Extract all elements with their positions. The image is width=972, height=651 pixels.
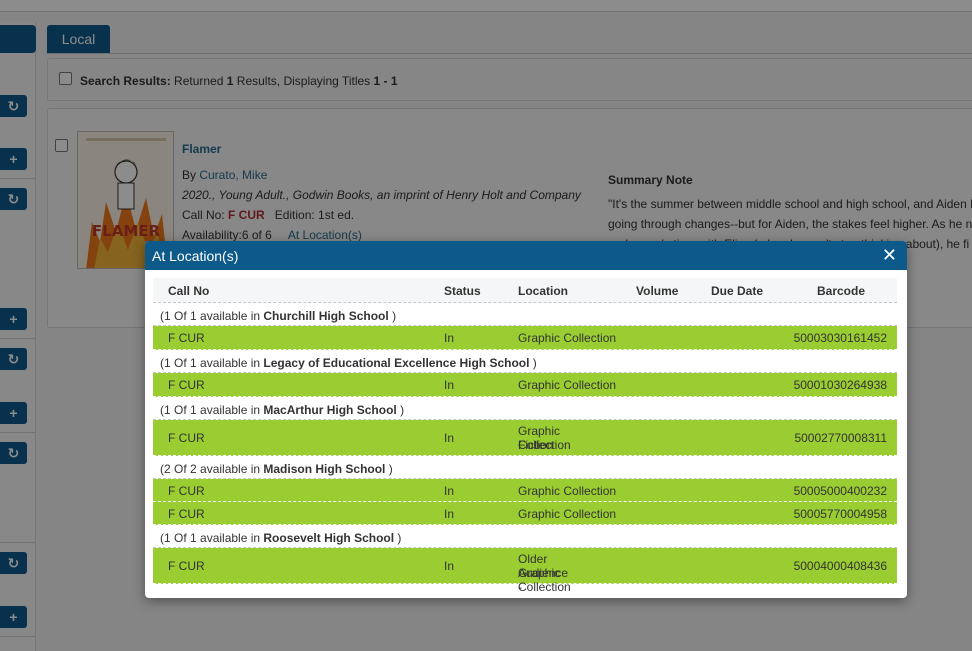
cover-title-text: FLAMER [92, 222, 161, 240]
plus-icon: + [9, 405, 18, 421]
location-group-header: (1 Of 1 available in MacArthur High Scho… [153, 397, 897, 420]
at-locations-modal: At Location(s) ✕ Call No Status Location… [145, 241, 907, 598]
modal-title: At Location(s) [152, 248, 239, 264]
location-group-header: (1 Of 1 available in Roosevelt High Scho… [153, 525, 897, 548]
table-row: F CUR In Graphic Collection 500057700049… [153, 502, 897, 525]
search-results-summary: Search Results: Returned 1 Results, Disp… [80, 74, 398, 88]
column-header-call-no: Call No [168, 284, 210, 298]
location-group-header: (1 Of 1 available in Legacy of Education… [153, 350, 897, 373]
location-group-header: (2 Of 2 available in Madison High School… [153, 456, 897, 479]
refresh-button[interactable]: ↻ [0, 552, 27, 574]
column-header-due-date: Due Date [711, 284, 764, 298]
location-group-header: (1 Of 1 available in Churchill High Scho… [153, 303, 897, 326]
add-button[interactable]: + [0, 402, 27, 424]
search-results-bar: Search Results: Returned 1 Results, Disp… [47, 58, 972, 101]
author-line: By Curato, Mike [182, 168, 268, 182]
plus-icon: + [9, 609, 18, 625]
left-panel: ↻ + ↻ + ↻ + ↻ ↻ + [0, 22, 36, 651]
plus-icon: + [9, 151, 18, 167]
refresh-icon: ↻ [7, 351, 20, 367]
table-row: F CUR In Graphic Fiction Collection 50002… [153, 420, 897, 456]
publication-line: 2020., Young Adult., Godwin Books, an im… [182, 188, 581, 202]
summary-label: Summary Note [608, 173, 693, 187]
record-checkbox[interactable] [55, 139, 68, 152]
select-all-checkbox[interactable] [59, 72, 72, 85]
side-divider [0, 542, 36, 543]
title-link[interactable]: Flamer [182, 142, 222, 156]
column-header-barcode: Barcode [817, 284, 866, 298]
edition: Edition: 1st ed. [274, 208, 355, 222]
refresh-icon: ↻ [7, 191, 20, 207]
top-bar [0, 0, 972, 12]
availability-line: Availability:6 of 6 At Location(s) [182, 228, 362, 242]
refresh-button[interactable]: ↻ [0, 442, 27, 464]
school-name: Churchill High School [263, 309, 389, 323]
tab-local[interactable]: Local [47, 25, 110, 54]
table-row: F CUR In Graphic Collection 500030301614… [153, 326, 897, 350]
call-number-line: Call No: F CUR Edition: 1st ed. [182, 208, 355, 222]
refresh-button[interactable]: ↻ [0, 95, 27, 117]
modal-header: At Location(s) ✕ [145, 241, 907, 270]
table-row: F CUR In Older Audience - Graphic Collect… [153, 548, 897, 594]
call-number: F CUR [228, 208, 265, 222]
add-button[interactable]: + [0, 148, 27, 170]
refresh-button[interactable]: ↻ [0, 348, 27, 370]
table-row: F CUR In Graphic Collection 500050004002… [153, 479, 897, 502]
school-name: Roosevelt High School [263, 531, 395, 545]
column-header-volume: Volume [636, 284, 679, 298]
holdings-table: Call No Status Location Volume Due Date … [153, 278, 897, 594]
school-name: Legacy of Educational Excellence High Sc… [263, 356, 530, 370]
column-header-status: Status [444, 284, 481, 298]
table-row: F CUR In Graphic Collection 500010302649… [153, 373, 897, 397]
refresh-button[interactable]: ↻ [0, 188, 27, 210]
add-button[interactable]: + [0, 606, 27, 628]
tab-divider [46, 53, 972, 54]
at-locations-link[interactable]: At Location(s) [287, 228, 362, 242]
add-button[interactable]: + [0, 308, 27, 330]
refresh-icon: ↻ [7, 555, 20, 571]
side-divider [0, 432, 36, 433]
refresh-icon: ↻ [7, 445, 20, 461]
plus-icon: + [9, 311, 18, 327]
refresh-icon: ↻ [7, 98, 20, 114]
side-divider [0, 636, 36, 637]
table-header: Call No Status Location Volume Due Date … [153, 278, 897, 303]
left-panel-tab[interactable] [0, 25, 36, 53]
availability-count: 6 of 6 [241, 228, 272, 242]
school-name: Madison High School [263, 462, 386, 476]
column-header-location: Location [518, 284, 568, 298]
author-link[interactable]: Curato, Mike [199, 168, 268, 182]
side-divider [0, 178, 36, 179]
close-icon[interactable]: ✕ [881, 245, 897, 265]
side-divider [0, 338, 36, 339]
school-name: MacArthur High School [263, 403, 397, 417]
